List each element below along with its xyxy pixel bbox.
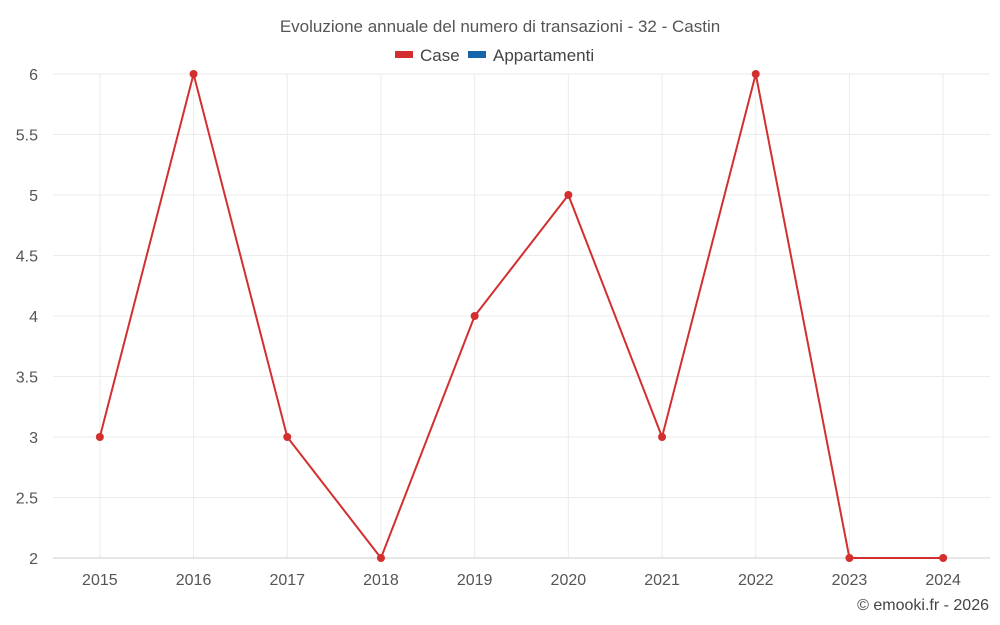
data-point[interactable] [189, 70, 198, 78]
credit-text: © emooki.fr - 2026 [857, 597, 989, 614]
y-tick-label: 5 [29, 188, 38, 205]
y-tick-label: 2 [29, 551, 38, 568]
y-tick-label: 3 [29, 430, 38, 447]
x-tick-label: 2024 [925, 572, 961, 589]
legend-swatch-case [395, 51, 413, 58]
y-tick-label: 2.5 [16, 491, 38, 508]
y-axis: 2 2.5 3 3.5 4 4.5 5 5.5 6 [16, 67, 38, 568]
x-tick-label: 2016 [176, 572, 212, 589]
data-point[interactable] [376, 554, 385, 562]
legend-label-appartamenti: Appartamenti [493, 46, 594, 65]
series-line-case [98, 73, 944, 559]
data-point[interactable] [751, 70, 760, 78]
data-point[interactable] [845, 554, 854, 562]
legend-item-appartamenti[interactable]: Appartamenti [468, 46, 594, 65]
legend-label-case: Case [420, 46, 460, 65]
y-tick-label: 3.5 [16, 370, 38, 387]
x-tick-label: 2019 [457, 572, 493, 589]
data-point[interactable] [564, 191, 573, 199]
grid [53, 73, 990, 559]
y-tick-label: 6 [29, 67, 38, 84]
data-point[interactable] [95, 433, 104, 441]
x-tick-label: 2018 [363, 572, 399, 589]
y-tick-label: 4 [29, 309, 38, 326]
x-tick-label: 2020 [551, 572, 587, 589]
data-point[interactable] [283, 433, 292, 441]
x-tick-label: 2023 [832, 572, 868, 589]
x-tick-label: 2021 [644, 572, 680, 589]
data-point[interactable] [939, 554, 948, 562]
x-tick-label: 2022 [738, 572, 774, 589]
data-point[interactable] [658, 433, 667, 441]
legend: Case Appartamenti [395, 46, 594, 65]
y-tick-label: 4.5 [16, 249, 38, 266]
y-tick-label: 5.5 [16, 128, 38, 145]
chart-title: Evoluzione annuale del numero di transaz… [280, 17, 720, 36]
x-axis: 2015 2016 2017 2018 2019 2020 2021 2022 2023 2024 [82, 572, 961, 589]
legend-item-case[interactable]: Case [395, 46, 460, 65]
legend-swatch-appartamenti [468, 51, 486, 58]
data-point[interactable] [470, 312, 479, 320]
x-tick-label: 2017 [269, 572, 305, 589]
x-tick-label: 2015 [82, 572, 118, 589]
series-case [95, 70, 948, 562]
